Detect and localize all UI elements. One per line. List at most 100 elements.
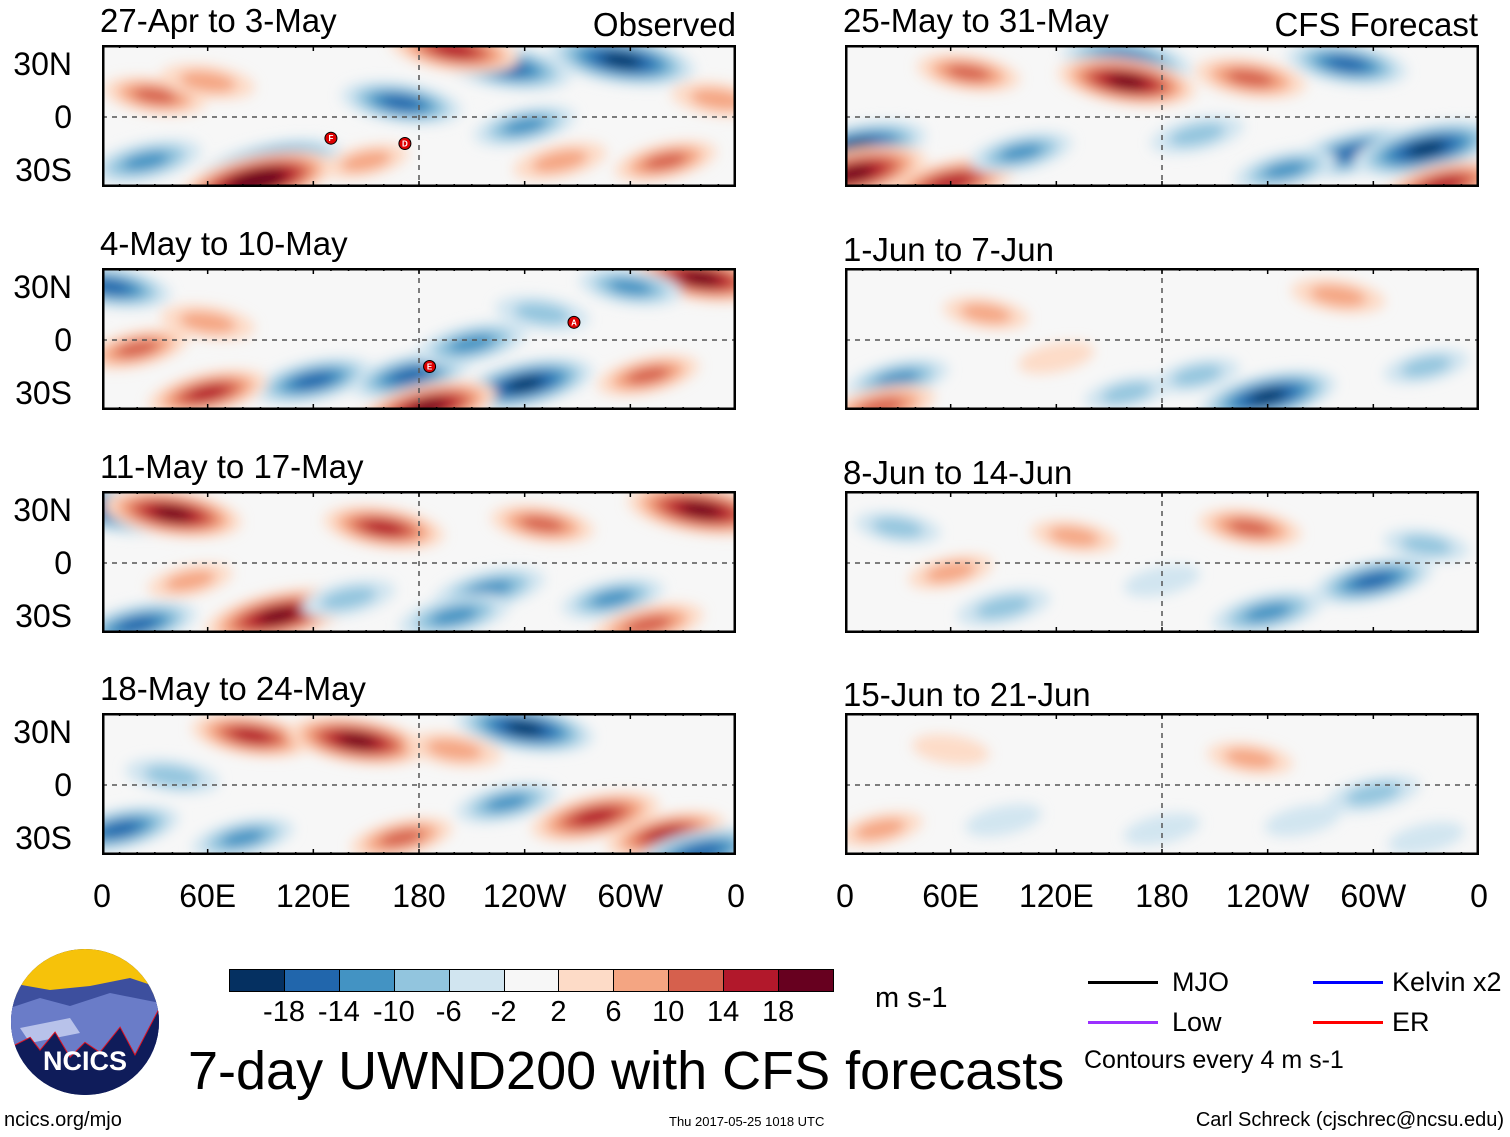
tropical-cyclone-icon: E xyxy=(423,360,437,373)
colorbar-swatch xyxy=(723,969,780,992)
wind-anomaly-contour xyxy=(430,606,478,626)
storm-label: D xyxy=(402,140,408,149)
panel-title: 27-Apr to 3-May xyxy=(100,2,337,39)
wind-anomaly-contour xyxy=(1226,69,1275,87)
panel-frame xyxy=(102,45,736,187)
wind-anomaly-contour xyxy=(1101,382,1153,404)
wind-anomaly-contour xyxy=(643,152,688,171)
wind-anomaly-contour xyxy=(1169,123,1226,147)
wind-anomaly-contour xyxy=(1123,564,1201,597)
lat-tick-label: 30S xyxy=(15,152,72,188)
colorbar-swatch xyxy=(668,969,725,992)
footer-timestamp: Thu 2017-05-25 1018 UTC xyxy=(669,1114,825,1129)
map-panel xyxy=(102,491,736,633)
wind-anomaly-contour xyxy=(999,143,1043,162)
wind-anomaly-contour xyxy=(513,302,571,325)
wind-anomaly-contour xyxy=(1400,535,1452,556)
wind-anomaly-contour xyxy=(122,151,170,171)
panel-frame xyxy=(102,268,736,410)
wind-anomaly-contour xyxy=(132,87,177,105)
lon-tick-label: 0 xyxy=(727,878,745,914)
panel-title: 8-Jun to 14-Jun xyxy=(843,454,1073,491)
wind-anomaly-contour xyxy=(390,367,431,384)
panel-frame xyxy=(845,713,1479,855)
wind-anomaly-contour xyxy=(1326,56,1368,72)
legend-er-label: ER xyxy=(1392,1007,1430,1037)
wind-anomaly-contour xyxy=(293,372,334,389)
colorbar-swatch xyxy=(558,969,615,992)
wind-anomaly-contour xyxy=(608,278,653,296)
tropical-cyclone-icon: D xyxy=(398,137,412,150)
map-panel xyxy=(102,713,736,855)
storm-label: A xyxy=(571,318,577,327)
lon-tick-label: 120E xyxy=(1018,878,1094,914)
colorbar-units: m s-1 xyxy=(875,982,948,1014)
lon-tick-label: 60W xyxy=(1340,878,1407,914)
lat-tick-label: 30N xyxy=(13,714,72,750)
colorbar-tick-label: 14 xyxy=(707,996,740,1028)
wind-anomaly-contour xyxy=(221,829,265,847)
wind-anomaly-contour xyxy=(965,804,1042,837)
wind-anomaly-contour xyxy=(960,303,1012,324)
wind-anomaly-contour xyxy=(485,793,529,812)
wind-anomaly-contour xyxy=(164,570,216,592)
wind-anomaly-contour xyxy=(573,808,617,826)
lon-tick-label: 120E xyxy=(275,878,351,914)
colorbar-tick-label: -18 xyxy=(263,996,305,1028)
wind-anomaly-contour xyxy=(506,376,544,392)
wind-anomaly-contour xyxy=(1353,572,1394,589)
wind-anomaly-contour xyxy=(912,734,990,765)
wind-anomaly-contour xyxy=(925,561,977,583)
wind-anomaly-contour xyxy=(379,829,424,847)
wind-anomaly-contour xyxy=(187,385,228,401)
wind-anomaly-contour xyxy=(179,311,236,334)
wind-anomaly-contour xyxy=(231,728,272,743)
colorbar-tick-label: 2 xyxy=(550,996,567,1028)
legend-kelvin-line xyxy=(1313,981,1383,984)
lon-tick-label: 60E xyxy=(179,878,237,914)
wind-anomaly-contour xyxy=(1400,355,1452,378)
lon-tick-label: 0 xyxy=(836,878,854,914)
lon-tick-label: 60W xyxy=(597,878,664,914)
wind-anomaly-contour xyxy=(624,615,672,633)
lat-tick-label: 0 xyxy=(54,545,72,581)
lon-tick-label: 60E xyxy=(922,878,980,914)
wind-anomaly-contour xyxy=(502,116,547,135)
wind-anomaly-contour xyxy=(681,271,720,285)
wind-anomaly-contour xyxy=(409,399,447,410)
lat-tick-label: 0 xyxy=(54,767,72,803)
panel-tag-forecast: CFS Forecast xyxy=(1274,6,1478,43)
lon-tick-label: 120W xyxy=(1225,878,1310,914)
wind-anomaly-contour xyxy=(144,765,201,787)
tropical-cyclone-icon: F xyxy=(324,131,338,145)
lat-tick-label: 30N xyxy=(13,46,72,82)
panel-title: 11-May to 17-May xyxy=(100,448,364,485)
colorbar-tick-label: -10 xyxy=(372,996,415,1028)
panel-frame xyxy=(102,713,736,855)
wind-anomaly-contour xyxy=(1123,812,1201,846)
logo-text: NCICS xyxy=(43,1046,127,1076)
wind-anomaly-contour xyxy=(1048,526,1100,547)
map-panel xyxy=(845,268,1479,410)
ncics-logo: NCICS xyxy=(11,949,159,1095)
wind-anomaly-contour xyxy=(975,595,1032,619)
legend-kelvin-label: Kelvin x2 xyxy=(1392,967,1502,997)
wind-anomaly-contour xyxy=(626,366,670,385)
wind-anomaly-contour xyxy=(680,502,721,518)
wind-anomaly-contour xyxy=(363,520,404,535)
colorbar-tick-label: 6 xyxy=(605,996,622,1028)
wind-anomaly-contour xyxy=(1171,364,1223,386)
wind-anomaly-contour xyxy=(179,70,236,93)
wind-anomaly-contour xyxy=(320,586,377,610)
colorbar-swatch xyxy=(229,969,285,992)
wind-anomaly-contour xyxy=(845,165,874,182)
footer-credit: Carl Schreck (cjschrec@ncsu.edu) xyxy=(1195,1109,1504,1131)
wind-anomaly-contour xyxy=(946,64,991,82)
colorbar-swatch xyxy=(613,969,670,992)
map-panel xyxy=(845,713,1479,855)
wind-anomaly-contour xyxy=(531,149,588,173)
wind-anomaly-contour xyxy=(1018,341,1095,374)
colorbar-tick-label: -2 xyxy=(490,996,517,1028)
wind-anomaly-contour xyxy=(1406,141,1446,157)
colorbar-swatch xyxy=(283,969,340,992)
